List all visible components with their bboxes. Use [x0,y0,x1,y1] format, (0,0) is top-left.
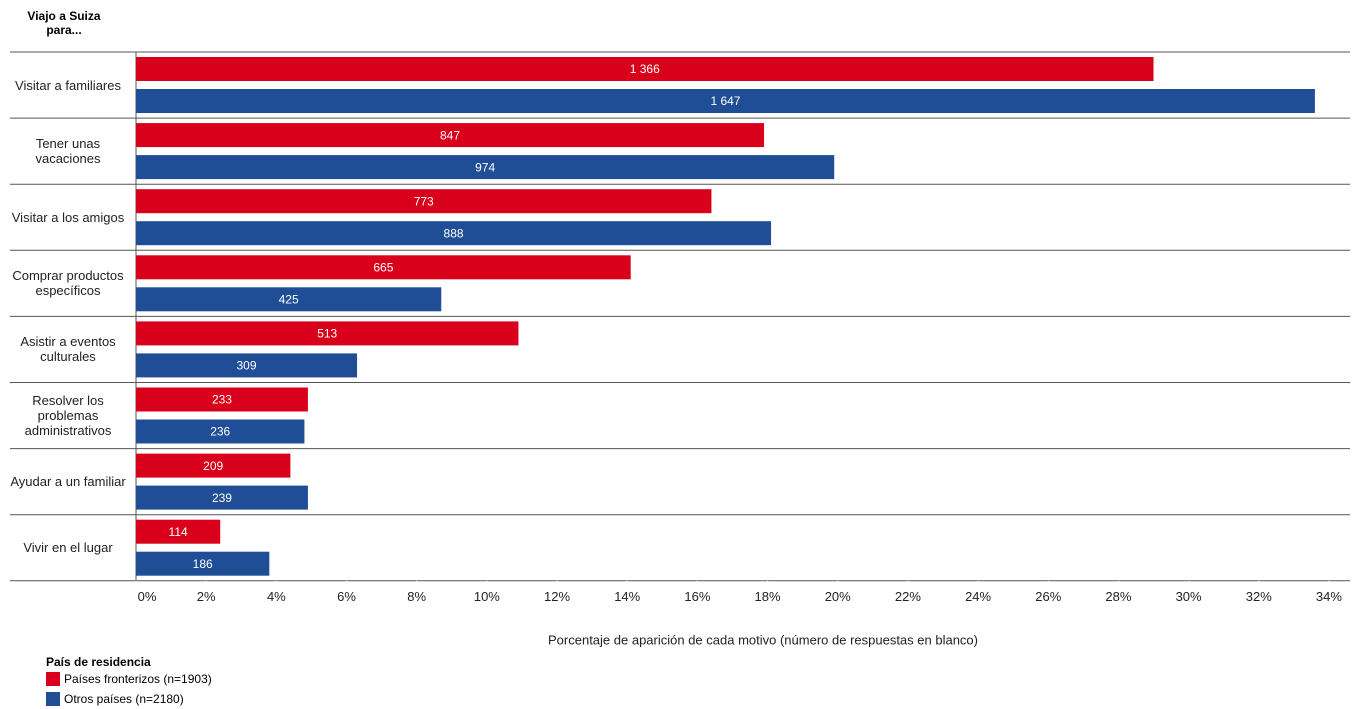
category-label: Asistir a eventos culturales [20,334,116,365]
x-tick-label: 20% [825,589,851,604]
bar [136,123,765,148]
legend-label: Otros países (n=2180) [64,692,184,706]
bar [136,453,291,478]
bar-label: 209 [203,459,223,473]
bar [136,519,221,544]
bar-label: 309 [237,359,257,373]
bar-label: 513 [317,327,337,341]
bar [136,387,308,412]
category-label: Visitar a los amigos [11,209,125,225]
bar [136,221,772,246]
x-tick-label: 26% [1035,589,1061,604]
category-label: Resolver los problemas administrativos [24,393,112,439]
x-axis-title: Porcentaje de aparición de cada motivo (… [548,632,978,647]
legend-swatch [46,672,60,686]
bar [136,419,305,444]
bar-label: 974 [475,160,495,174]
bar [136,155,835,180]
bar-label: 236 [210,425,230,439]
x-tick-label: 0% [138,589,157,604]
x-tick-label: 16% [684,589,710,604]
bar-label: 1 366 [630,62,660,76]
x-tick-label: 18% [755,589,781,604]
bar-label: 186 [193,557,213,571]
x-tick-label: 32% [1246,589,1272,604]
x-tick-label: 4% [267,589,286,604]
bar [136,287,442,312]
legend-item: Países fronterizos (n=1903) [46,672,212,686]
x-tick-label: 34% [1316,589,1342,604]
bar-label: 114 [169,525,188,539]
bar [136,321,519,346]
bar [136,89,1315,113]
x-tick-label: 28% [1105,589,1131,604]
bar [136,353,358,378]
bar-label: 1 647 [710,94,740,108]
category-label: Vivir en el lugar [23,540,113,556]
category-label: Visitar a familiares [15,77,121,93]
x-tick-label: 30% [1176,589,1202,604]
bar-label: 233 [212,393,232,407]
bar-label: 847 [440,128,460,142]
x-tick-label: 10% [474,589,500,604]
bar [136,255,631,280]
category-label: Comprar productos específicos [12,268,124,299]
bar-label: 665 [373,260,393,274]
x-tick-label: 14% [614,589,640,604]
x-tick-label: 2% [197,589,216,604]
bar [136,551,270,576]
legend-title: País de residencia [46,655,151,669]
bar-label: 239 [212,491,232,505]
x-tick-label: 12% [544,589,570,604]
bar-label: 888 [444,226,464,240]
x-tick-label: 8% [407,589,426,604]
bar [136,485,308,510]
bar-label: 773 [414,194,434,208]
legend-item: Otros países (n=2180) [46,692,184,706]
legend-label: Países fronterizos (n=1903) [64,672,212,686]
bar [136,189,712,214]
category-label: Tener unas vacaciones [35,136,101,167]
category-label: Ayudar a un familiar [10,474,126,490]
legend-swatch [46,692,60,706]
bar [136,57,1154,81]
x-tick-label: 6% [337,589,356,604]
bar-label: 425 [279,292,299,306]
y-axis-title: Viajo a Suiza para... [27,9,101,37]
x-tick-label: 22% [895,589,921,604]
x-tick-label: 24% [965,589,991,604]
